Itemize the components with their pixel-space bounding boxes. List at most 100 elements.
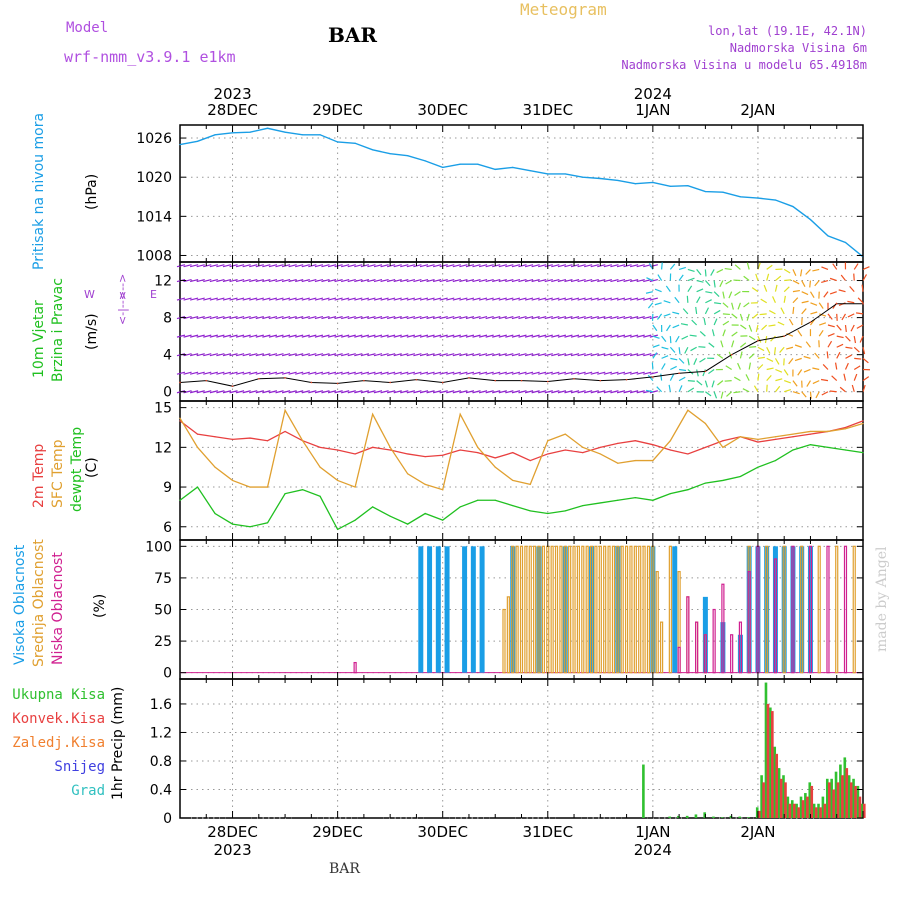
wind-arrow-color: [724, 267, 732, 271]
wind-arrow: [288, 316, 297, 320]
wind-arrow: [321, 353, 330, 357]
wind-arrow: [327, 297, 337, 301]
wind-arrow: [288, 278, 297, 283]
cloud-unit: (%): [92, 593, 108, 618]
wind-arrow-color: [672, 311, 680, 315]
wind-arrow: [524, 334, 534, 338]
wind-arrow: [649, 353, 658, 357]
cloud-bar: [576, 545, 581, 674]
wind-arrow: [360, 371, 370, 375]
temp-point: [354, 486, 356, 488]
wind-arrow: [216, 297, 225, 301]
wind-arrow: [584, 353, 593, 357]
cloud-ylabel-2: Srednja Oblacnost: [31, 539, 47, 667]
wind-arrow: [649, 316, 658, 320]
wind-arrow: [478, 316, 488, 320]
wind-arrow: [189, 278, 199, 283]
wind-arrow: [551, 353, 560, 357]
cloud-bar: [536, 546, 542, 673]
wind-arrow-color: [766, 346, 771, 354]
wind-arrow: [570, 334, 580, 338]
wind-arrow-color: [799, 269, 803, 277]
pressure-point: [599, 177, 601, 180]
wind-arrow: [472, 334, 481, 338]
wind-arrow: [544, 353, 553, 357]
top-day-label: 28DEC: [207, 101, 258, 119]
temp-point: [249, 486, 251, 488]
wind-arrow-color: [759, 313, 767, 316]
wind-arrow-color: [696, 369, 699, 377]
pressure-point: [301, 134, 304, 136]
y-tick-label: 15: [154, 401, 172, 417]
wind-arrow-color: [663, 300, 671, 304]
wind-arrow: [446, 264, 455, 268]
wind-arrow-color: [748, 362, 752, 370]
wind-arrow: [649, 278, 658, 283]
wind-arrow: [249, 390, 258, 394]
temp-point: [547, 440, 549, 442]
wind-arrow-color: [652, 335, 660, 339]
wind-arrow-color: [836, 324, 842, 331]
wind-arrow: [432, 278, 442, 283]
wind-arrow-color: [818, 329, 824, 337]
top-day-label: 30DEC: [417, 101, 468, 119]
wind-arrow: [597, 316, 606, 320]
y-tick-label: 9: [163, 480, 172, 496]
wind-arrow-color: [774, 347, 777, 355]
wind-arrow: [275, 371, 284, 375]
wind-arrow-color: [713, 309, 721, 315]
wind-arrow-color: [672, 324, 680, 329]
wind-arrow: [373, 371, 383, 375]
wind-ylabel-2: Brzina i Pravac: [50, 278, 66, 382]
wind-arrow: [426, 390, 435, 394]
wind-arrow-color: [716, 268, 724, 274]
temp-point: [722, 446, 724, 448]
temp-point: [424, 483, 426, 485]
wind-arrow-color: [737, 362, 741, 370]
wind-arrow: [577, 264, 586, 268]
wind-arrow: [623, 278, 632, 283]
wind-arrow: [341, 278, 350, 283]
bottom-day-label: 29DEC: [312, 823, 363, 841]
cloud-bar: [773, 558, 778, 674]
wind-arrow: [538, 334, 547, 338]
wind-arrow-color: [740, 324, 747, 330]
wind-arrow: [222, 297, 232, 301]
wind-arrow-color: [687, 387, 695, 393]
temp-point: [337, 449, 339, 451]
wind-arrow: [288, 390, 297, 394]
wind-arrow-color: [827, 313, 833, 320]
wind-arrow: [478, 334, 488, 338]
wind-arrow: [577, 353, 586, 357]
wind-arrow: [268, 390, 278, 394]
wind-arrow: [360, 316, 370, 320]
y-tick-label: 0: [163, 385, 172, 401]
wind-arrow: [452, 371, 461, 375]
wind-arrow-color: [829, 277, 837, 282]
wind-arrow: [439, 371, 448, 375]
wind-arrow: [610, 297, 619, 301]
temp-point: [704, 482, 706, 484]
wind-arrow-color: [678, 376, 686, 382]
wind-arrow: [636, 297, 645, 301]
wind-arrow: [452, 353, 461, 357]
wind-arrow: [275, 390, 284, 394]
wind-speed-point: [231, 385, 234, 387]
cloud-bar: [462, 546, 468, 673]
wind-arrow-color: [675, 335, 680, 343]
precip-bar: [847, 775, 851, 818]
temp-point: [231, 523, 234, 525]
wind-arrow: [380, 390, 389, 394]
wind-arrow: [649, 297, 658, 301]
wind-arrow: [603, 316, 613, 320]
wind-speed-point: [363, 379, 365, 382]
wind-arrow: [610, 353, 619, 357]
wind-arrow: [426, 278, 435, 283]
temp-point: [652, 459, 654, 462]
pressure-point: [284, 131, 286, 133]
wind-arrow-color: [862, 274, 868, 281]
wind-arrow: [189, 334, 199, 338]
cloud-bar: [585, 545, 589, 674]
wind-arrow: [597, 278, 606, 283]
cloud-bar: [668, 545, 672, 674]
